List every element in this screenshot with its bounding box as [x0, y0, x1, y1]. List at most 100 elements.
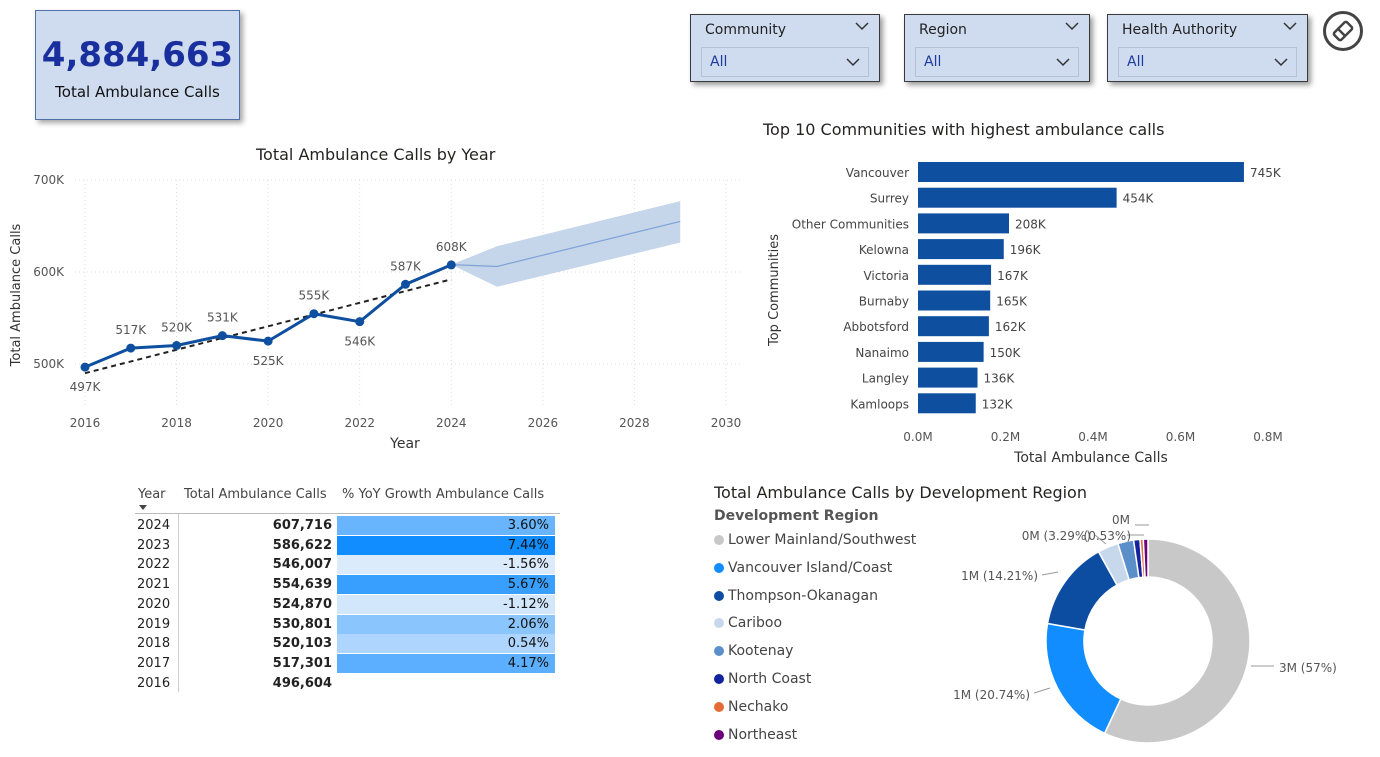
y-tick-label: 700K [33, 173, 65, 187]
bar[interactable] [918, 239, 1004, 260]
slicer-dropdown-health-authority[interactable]: All [1118, 47, 1297, 77]
table-row[interactable]: 2018 520,103 0.54% [135, 634, 560, 654]
data-label: 525K [253, 354, 285, 368]
table-row[interactable]: 2020 524,870 -1.12% [135, 594, 560, 615]
category-label: Langley [862, 372, 909, 386]
data-label: 555K [299, 289, 331, 303]
x-tick-label: 2026 [528, 416, 559, 430]
data-point[interactable] [355, 317, 365, 327]
table-row[interactable]: 2016 496,604 [135, 674, 560, 694]
legend-item[interactable]: Cariboo [714, 615, 782, 631]
slicer-title: Health Authority [1122, 22, 1238, 38]
data-point[interactable] [126, 343, 136, 353]
table-row[interactable]: 2017 517,301 4.17% [135, 653, 560, 674]
cell-growth: 7.44% [337, 535, 555, 555]
y-axis-title: Top Communities [767, 234, 782, 347]
chevron-down-icon[interactable] [1274, 57, 1288, 67]
cell-growth-text: -1.12% [503, 596, 549, 612]
y-axis-title: Total Ambulance Calls [9, 223, 24, 367]
donut-slice[interactable] [1142, 538, 1149, 578]
data-label: 587K [390, 259, 422, 273]
x-tick-label: 2022 [344, 416, 375, 430]
cell-growth-text: -1.56% [503, 557, 549, 573]
legend-marker [714, 535, 724, 545]
legend-item[interactable]: Northeast [714, 727, 797, 743]
cell-total: 586,622 [272, 537, 332, 553]
cell-growth-text: 2.06% [507, 616, 549, 632]
column-header-growth[interactable]: % YoY Growth Ambulance Calls [342, 487, 545, 502]
slicer-dropdown-region[interactable]: All [915, 47, 1079, 77]
slicer-health-authority[interactable]: Health Authority All [1107, 14, 1308, 82]
x-tick-label: 0.6M [1166, 430, 1195, 444]
x-tick-label: 2020 [253, 416, 284, 430]
chevron-down-icon[interactable] [846, 57, 860, 67]
x-axis-title: Year [389, 436, 420, 452]
category-label: Abbotsford [843, 320, 909, 334]
table-row[interactable]: 2019 530,801 2.06% [135, 614, 560, 635]
slicer-region[interactable]: Region All [904, 14, 1090, 82]
bar[interactable] [918, 393, 976, 414]
header-divider [135, 513, 560, 514]
x-tick-label: 0.2M [991, 430, 1020, 444]
legend-label: Vancouver Island/Coast [728, 559, 893, 576]
data-point[interactable] [263, 336, 273, 346]
column-header-total[interactable]: Total Ambulance Calls [184, 487, 327, 502]
x-tick-label: 2018 [161, 416, 192, 430]
category-label: Kamloops [850, 397, 909, 411]
data-point[interactable] [401, 279, 410, 289]
column-header-year[interactable]: Year [138, 487, 166, 502]
legend-item[interactable]: Thompson-Okanagan [714, 588, 878, 604]
sort-down-icon[interactable] [138, 505, 148, 511]
forecast-line [451, 220, 681, 268]
slicer-dropdown-community[interactable]: All [701, 47, 869, 77]
table-row[interactable]: 2022 546,007 -1.56% [135, 555, 560, 575]
data-label: 3M (57%) [1279, 661, 1337, 675]
chevron-down-icon[interactable] [1283, 21, 1297, 31]
category-label: Victoria [863, 269, 909, 283]
legend-item[interactable]: North Coast [714, 671, 811, 687]
bar[interactable] [918, 162, 1244, 182]
chevron-down-icon[interactable] [1056, 57, 1070, 67]
legend-marker [714, 674, 724, 684]
donut-slice[interactable] [1045, 622, 1122, 735]
cell-growth-text: 0.54% [507, 636, 549, 652]
legend-item[interactable]: Kootenay [714, 643, 793, 659]
table-row[interactable]: 2024 607,716 3.60% [135, 516, 560, 536]
bar[interactable] [918, 341, 984, 362]
legend-item[interactable]: Lower Mainland/Southwest [714, 532, 916, 548]
chevron-down-icon[interactable] [1065, 21, 1079, 31]
cell-total: 546,007 [272, 557, 332, 573]
legend-item[interactable]: Vancouver Island/Coast [714, 560, 892, 576]
legend-item[interactable]: Nechako [714, 699, 788, 715]
cell-year: 2018 [137, 636, 171, 652]
y-tick-label: 500K [33, 357, 65, 371]
bar[interactable] [918, 367, 978, 388]
kpi-value: 4,884,663 [41, 35, 234, 75]
data-point[interactable] [446, 260, 456, 270]
clear-filters-button[interactable] [1323, 11, 1363, 51]
data-point[interactable] [309, 309, 319, 319]
data-point[interactable] [172, 341, 182, 351]
bar[interactable] [918, 213, 1009, 234]
cell-growth: 2.06% [337, 614, 555, 634]
slicer-community[interactable]: Community All [690, 14, 880, 82]
data-point[interactable] [80, 362, 90, 372]
table-row[interactable]: 2023 586,622 7.44% [135, 535, 560, 556]
legend-label: Northeast [728, 726, 798, 743]
bar[interactable] [918, 264, 992, 285]
bar[interactable] [918, 187, 1117, 208]
x-tick-label: 0.0M [903, 430, 932, 444]
data-label: 531K [207, 311, 239, 325]
kpi-card: 4,884,663 Total Ambulance Calls [35, 10, 240, 120]
bar[interactable] [918, 316, 989, 337]
bar[interactable] [918, 290, 991, 311]
bar-chart-title: Top 10 Communities with highest ambulanc… [763, 120, 1165, 139]
data-label: 1M (14.21%) [961, 569, 1038, 583]
chevron-down-icon[interactable] [855, 21, 869, 31]
data-point[interactable] [217, 331, 227, 341]
table-row[interactable]: 2021 554,639 5.67% [135, 575, 560, 595]
donut-slice[interactable] [1103, 538, 1251, 744]
cell-growth-text: 7.44% [507, 537, 549, 553]
data-label: 150K [990, 346, 1022, 360]
cell-growth-text: 3.60% [507, 518, 549, 533]
